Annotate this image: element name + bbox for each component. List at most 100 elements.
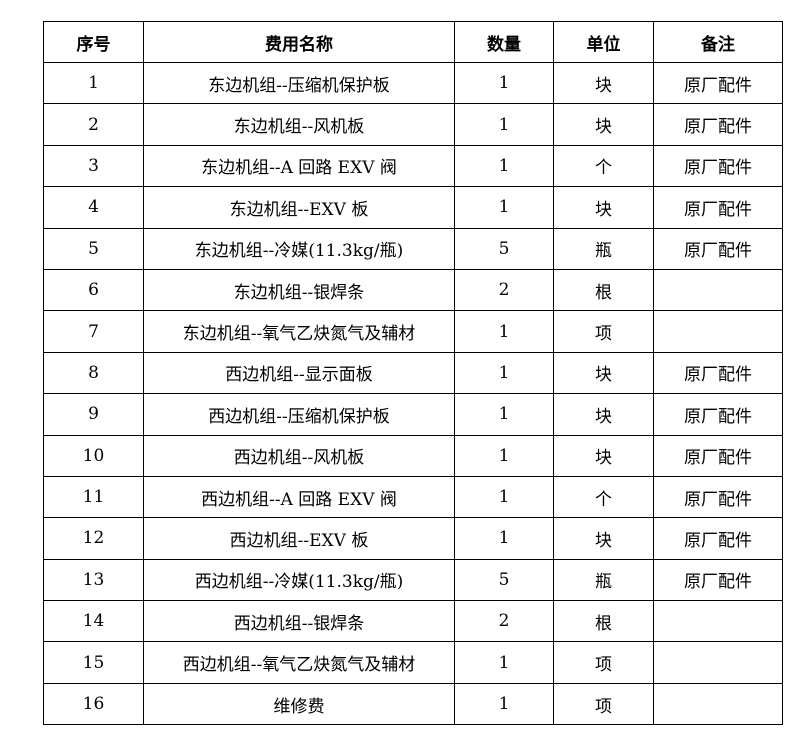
table-row: 6 东边机组--银焊条 2 根 xyxy=(43,268,783,312)
table-row: 3 东边机组--A 回路 EXV 阀 1 个原厂配件 xyxy=(43,144,783,188)
cell-unit: 块 xyxy=(553,351,654,395)
cell-quantity: 1 xyxy=(454,186,554,229)
header-item-name: 费用名称 xyxy=(143,21,455,63)
cell-item-name: 东边机组--A 回路 EXV 阀 xyxy=(143,144,455,188)
table-row: 7 东边机组--氧气乙炔氮气及辅材 1 项 xyxy=(43,310,783,353)
table-row: 13 西边机组--冷媒(11.3kg/瓶) 5 瓶原厂配件 xyxy=(43,558,783,602)
cell-item-name: 东边机组--EXV 板 xyxy=(143,186,455,229)
cell-index: 12 xyxy=(43,517,144,560)
table-row: 15 西边机组--氧气乙炔氮气及辅材 1 项 xyxy=(43,641,783,684)
cell-quantity: 1 xyxy=(454,682,554,726)
cell-unit: 块 xyxy=(553,103,654,146)
cell-remarks xyxy=(653,600,783,643)
cell-unit: 根 xyxy=(553,600,654,643)
cell-index: 2 xyxy=(43,103,144,146)
header-quantity: 数量 xyxy=(454,21,554,63)
cell-quantity: 2 xyxy=(454,600,554,643)
cell-unit: 块 xyxy=(553,517,654,560)
cell-unit: 个 xyxy=(553,475,654,519)
cell-unit: 瓶 xyxy=(553,227,654,270)
cell-index: 6 xyxy=(43,268,144,312)
cell-item-name: 西边机组--EXV 板 xyxy=(143,517,455,560)
table-row: 12 西边机组--EXV 板 1 块原厂配件 xyxy=(43,517,783,560)
cell-remarks: 原厂配件 xyxy=(653,61,783,105)
cell-remarks xyxy=(653,641,783,684)
table-row: 16 维修费 1 项 xyxy=(43,682,783,726)
cell-remarks: 原厂配件 xyxy=(653,517,783,560)
cell-item-name: 东边机组--压缩机保护板 xyxy=(143,61,455,105)
cell-unit: 项 xyxy=(553,310,654,353)
cell-index: 4 xyxy=(43,186,144,229)
cell-item-name: 西边机组--冷媒(11.3kg/瓶) xyxy=(143,558,455,602)
cell-remarks: 原厂配件 xyxy=(653,186,783,229)
cell-remarks: 原厂配件 xyxy=(653,434,783,477)
cell-index: 10 xyxy=(43,434,144,477)
cell-remarks xyxy=(653,268,783,312)
cell-quantity: 1 xyxy=(454,61,554,105)
cell-unit: 项 xyxy=(553,641,654,684)
cell-item-name: 西边机组--A 回路 EXV 阀 xyxy=(143,475,455,519)
cell-unit: 项 xyxy=(553,682,654,726)
cell-item-name: 东边机组--风机板 xyxy=(143,103,455,146)
cell-unit: 根 xyxy=(553,268,654,312)
cell-unit: 个 xyxy=(553,144,654,188)
header-remarks: 备注 xyxy=(653,21,783,63)
cell-index: 15 xyxy=(43,641,144,684)
cell-index: 11 xyxy=(43,475,144,519)
table-row: 5 东边机组--冷媒(11.3kg/瓶) 5 瓶原厂配件 xyxy=(43,227,783,270)
header-unit: 单位 xyxy=(553,21,654,63)
cell-item-name: 西边机组--银焊条 xyxy=(143,600,455,643)
cell-remarks: 原厂配件 xyxy=(653,558,783,602)
cell-remarks: 原厂配件 xyxy=(653,103,783,146)
cell-quantity: 1 xyxy=(454,434,554,477)
cell-item-name: 东边机组--冷媒(11.3kg/瓶) xyxy=(143,227,455,270)
cell-quantity: 5 xyxy=(454,558,554,602)
cell-index: 16 xyxy=(43,682,144,726)
cell-quantity: 1 xyxy=(454,475,554,519)
cell-index: 7 xyxy=(43,310,144,353)
table-row: 14 西边机组--银焊条 2 根 xyxy=(43,600,783,643)
cell-unit: 块 xyxy=(553,434,654,477)
cell-index: 1 xyxy=(43,61,144,105)
cell-quantity: 1 xyxy=(454,517,554,560)
cell-remarks: 原厂配件 xyxy=(653,475,783,519)
cell-item-name: 西边机组--氧气乙炔氮气及辅材 xyxy=(143,641,455,684)
cell-index: 14 xyxy=(43,600,144,643)
cell-remarks xyxy=(653,310,783,353)
cell-quantity: 1 xyxy=(454,641,554,684)
cell-quantity: 1 xyxy=(454,310,554,353)
cell-unit: 块 xyxy=(553,61,654,105)
table-row: 8 西边机组--显示面板 1 块原厂配件 xyxy=(43,351,783,395)
cell-quantity: 1 xyxy=(454,393,554,436)
cell-item-name: 西边机组--显示面板 xyxy=(143,351,455,395)
cell-index: 13 xyxy=(43,558,144,602)
table-row: 9 西边机组--压缩机保护板 1 块原厂配件 xyxy=(43,393,783,436)
table-header-row: 序号 费用名称 数量 单位 备注 xyxy=(43,21,783,63)
cell-remarks: 原厂配件 xyxy=(653,351,783,395)
cell-item-name: 西边机组--风机板 xyxy=(143,434,455,477)
cell-index: 9 xyxy=(43,393,144,436)
cell-unit: 瓶 xyxy=(553,558,654,602)
table-row: 1 东边机组--压缩机保护板 1 块原厂配件 xyxy=(43,61,783,105)
table-row: 2 东边机组--风机板 1 块原厂配件 xyxy=(43,103,783,146)
cost-table: 序号 费用名称 数量 单位 备注 1 东边机组--压缩机保护板 1 块原厂配件 2 东边机… xyxy=(43,21,783,726)
cell-item-name: 西边机组--压缩机保护板 xyxy=(143,393,455,436)
cell-item-name: 东边机组--氧气乙炔氮气及辅材 xyxy=(143,310,455,353)
cell-remarks: 原厂配件 xyxy=(653,227,783,270)
cell-quantity: 1 xyxy=(454,103,554,146)
cell-unit: 块 xyxy=(553,186,654,229)
table-row: 4 东边机组--EXV 板 1 块原厂配件 xyxy=(43,186,783,229)
cell-remarks: 原厂配件 xyxy=(653,393,783,436)
table-row: 11 西边机组--A 回路 EXV 阀 1 个原厂配件 xyxy=(43,475,783,519)
table-body: 1 东边机组--压缩机保护板 1 块原厂配件 2 东边机组--风机板 1 块原厂配件 3 东边机组… xyxy=(43,61,783,726)
cell-quantity: 1 xyxy=(454,144,554,188)
cell-remarks xyxy=(653,682,783,726)
cell-index: 8 xyxy=(43,351,144,395)
cell-quantity: 2 xyxy=(454,268,554,312)
cell-index: 3 xyxy=(43,144,144,188)
cell-item-name: 东边机组--银焊条 xyxy=(143,268,455,312)
table-row: 10 西边机组--风机板 1 块原厂配件 xyxy=(43,434,783,477)
cell-remarks: 原厂配件 xyxy=(653,144,783,188)
cell-index: 5 xyxy=(43,227,144,270)
cell-unit: 块 xyxy=(553,393,654,436)
